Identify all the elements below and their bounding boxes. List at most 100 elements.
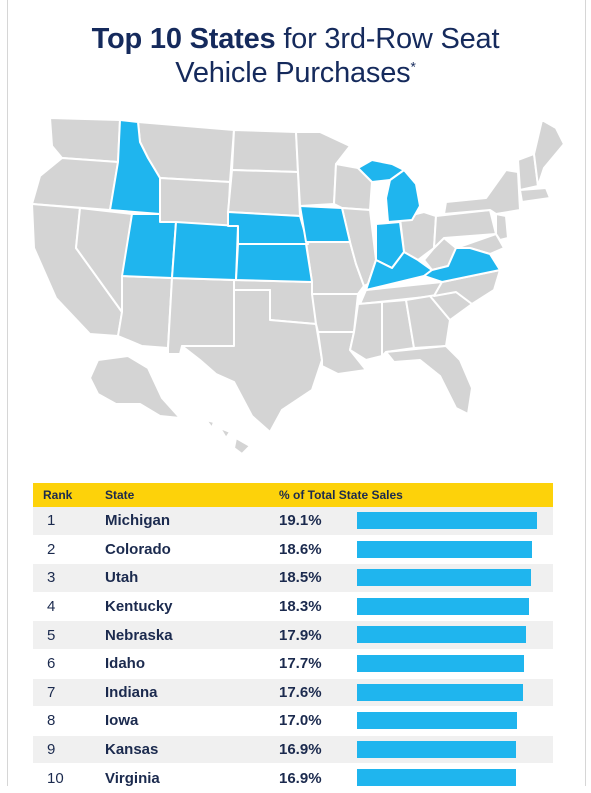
bar-cell xyxy=(357,593,553,621)
rank-cell: 2 xyxy=(47,540,56,558)
table-row: 3 Utah 18.5% xyxy=(33,564,553,593)
rank-cell: 10 xyxy=(47,769,64,787)
pct-cell: 17.7% xyxy=(279,655,322,673)
chart-title: Top 10 States for 3rd-Row Seat Vehicle P… xyxy=(0,22,591,90)
bar-cell xyxy=(357,564,553,592)
footnote-mark: * xyxy=(410,58,416,75)
table-row: 9 Kansas 16.9% xyxy=(33,735,553,765)
table-row: 6 Idaho 17.7% xyxy=(33,649,553,679)
state-cell: Virginia xyxy=(105,769,160,787)
rank-cell: 3 xyxy=(47,569,56,587)
state-virginia xyxy=(423,247,501,283)
state-cell: Kansas xyxy=(105,741,159,759)
state-cell: Nebraska xyxy=(105,626,173,644)
state-illinois xyxy=(341,207,377,287)
pct-bar xyxy=(357,712,517,730)
table-row: 4 Kentucky 18.3% xyxy=(33,592,553,622)
pct-bar xyxy=(357,597,529,615)
pct-cell: 18.3% xyxy=(279,598,322,616)
table-row: 2 Colorado 18.6% xyxy=(33,535,553,565)
state-hawaii xyxy=(205,419,251,455)
state-new-jersey xyxy=(495,213,509,241)
state-idaho xyxy=(109,119,161,215)
state-cell: Idaho xyxy=(105,655,145,673)
pct-bar xyxy=(357,626,526,644)
table-body: 1 Michigan 19.1% 2 Colorado 18.6% 3 Utah 18.5% 4 K… xyxy=(33,507,553,793)
state-massachusetts xyxy=(519,187,551,203)
rank-cell: 1 xyxy=(47,512,56,530)
frame-border-left xyxy=(7,0,8,786)
state-oregon xyxy=(31,157,119,211)
rank-cell: 9 xyxy=(47,741,56,759)
bar-cell xyxy=(357,536,553,564)
us-map xyxy=(20,98,565,458)
state-colorado xyxy=(171,221,239,281)
state-cell: Michigan xyxy=(105,512,171,530)
pct-cell: 17.6% xyxy=(279,683,322,701)
state-florida xyxy=(385,345,473,415)
frame-border-right xyxy=(585,0,586,786)
bar-cell xyxy=(357,621,553,649)
state-nebraska xyxy=(227,211,309,245)
bar-cell xyxy=(357,764,553,792)
rank-cell: 6 xyxy=(47,655,56,673)
state-utah xyxy=(121,213,177,279)
state-new-york xyxy=(443,169,521,215)
pct-bar xyxy=(357,569,531,587)
rank-cell: 8 xyxy=(47,712,56,730)
bar-cell xyxy=(357,679,553,707)
state-new-mexico xyxy=(167,277,235,355)
pct-bar xyxy=(357,740,516,758)
pct-cell: 16.9% xyxy=(279,769,322,787)
table-row: 8 Iowa 17.0% xyxy=(33,707,553,736)
title-bold-part: Top 10 States xyxy=(91,23,276,55)
rank-cell: 7 xyxy=(47,683,56,701)
pct-bar xyxy=(357,512,537,529)
pct-bar xyxy=(357,769,516,787)
state-cell: Iowa xyxy=(105,712,139,730)
state-alaska xyxy=(89,355,181,419)
us-map-svg xyxy=(31,117,565,455)
title-line-1: Top 10 States for 3rd-Row Seat xyxy=(0,22,591,56)
title-rest-part: for 3rd-Row Seat xyxy=(283,23,500,55)
state-michigan xyxy=(385,169,421,223)
state-georgia xyxy=(405,295,451,349)
state-iowa xyxy=(299,205,351,243)
pct-cell: 17.0% xyxy=(279,712,322,730)
bar-cell xyxy=(357,507,553,535)
state-michigan-upper xyxy=(357,159,405,183)
state-arizona xyxy=(117,275,173,349)
table-row: 10 Virginia 16.9% xyxy=(33,764,553,793)
header-state: State xyxy=(105,488,135,502)
pct-bar xyxy=(357,683,523,701)
bar-cell xyxy=(357,707,553,735)
pct-bar xyxy=(357,654,524,672)
state-north-dakota xyxy=(231,129,299,173)
state-texas xyxy=(181,289,323,433)
table-header: Rank State % of Total State Sales xyxy=(33,483,553,507)
state-maine xyxy=(533,119,565,187)
pct-cell: 17.9% xyxy=(279,626,322,644)
pct-cell: 16.9% xyxy=(279,741,322,759)
title-line-2: Vehicle Purchases* xyxy=(0,56,591,90)
pct-cell: 19.1% xyxy=(279,512,322,530)
header-pct: % of Total State Sales xyxy=(279,488,403,502)
title-line-2-text: Vehicle Purchases xyxy=(175,57,411,89)
bar-cell xyxy=(357,736,553,764)
state-arkansas xyxy=(311,293,359,333)
state-wyoming xyxy=(159,177,231,227)
state-cell: Kentucky xyxy=(105,598,173,616)
state-cell: Indiana xyxy=(105,683,158,701)
table-row: 5 Nebraska 17.9% xyxy=(33,621,553,650)
state-cell: Colorado xyxy=(105,540,171,558)
rank-cell: 5 xyxy=(47,626,56,644)
pct-cell: 18.5% xyxy=(279,569,322,587)
table-row: 7 Indiana 17.6% xyxy=(33,678,553,708)
bar-cell xyxy=(357,650,553,678)
state-south-dakota xyxy=(227,169,301,217)
state-cell: Utah xyxy=(105,569,139,587)
table-row: 1 Michigan 19.1% xyxy=(33,507,553,536)
pct-cell: 18.6% xyxy=(279,540,322,558)
ranking-table: Rank State % of Total State Sales 1 Michi… xyxy=(33,483,553,793)
rank-cell: 4 xyxy=(47,598,56,616)
